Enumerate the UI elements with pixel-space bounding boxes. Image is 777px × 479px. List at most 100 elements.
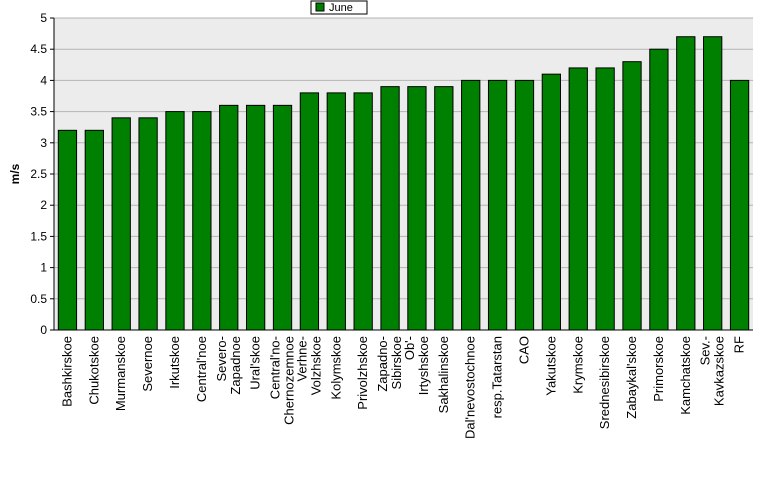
legend: June (310, 0, 368, 15)
svg-text:Chernozemnoe: Chernozemnoe (282, 336, 297, 425)
x-axis-labels: Bashkirskoe Chukotskoe Murmanskoe Severnoe I… (59, 336, 746, 439)
svg-text:Zapadno-: Zapadno- (375, 336, 390, 392)
x-tick-label: Dal'nevostochnoe (463, 336, 478, 439)
y-tick-label: 5 (40, 11, 47, 25)
svg-text:Sev.-: Sev.- (698, 336, 713, 365)
bar (649, 48, 669, 331)
bar (111, 117, 131, 331)
y-tick-label: 0.5 (30, 292, 47, 306)
y-tick-label: 4.5 (30, 42, 47, 56)
svg-text:Central'noe: Central'noe (194, 336, 209, 402)
y-tick-label: 1 (40, 261, 47, 275)
svg-text:Volzhskoe: Volzhskoe (308, 336, 323, 395)
svg-text:CAO: CAO (516, 336, 531, 364)
bar (622, 61, 642, 331)
y-axis-ticks: 0 0.5 1 1.5 2 2.5 3 3.5 4 4.5 5 (30, 11, 54, 337)
x-tick-label: Zabaykal'skoe (624, 336, 639, 419)
x-tick-label: Central'no- Chernozemnoe (268, 336, 297, 425)
svg-text:Verhne-: Verhne- (294, 336, 309, 382)
bar (138, 117, 158, 331)
bar (729, 79, 750, 331)
x-tick-label: Chukotskoe (86, 336, 101, 405)
y-tick-label: 2 (40, 198, 47, 212)
svg-text:Bashkirskoe: Bashkirskoe (59, 336, 74, 407)
x-tick-label: Severo- Zapadnoe (214, 336, 243, 395)
y-tick-label: 2.5 (30, 167, 47, 181)
svg-text:Irtyshskoe: Irtyshskoe (416, 336, 431, 395)
y-tick-label: 4 (40, 73, 47, 87)
svg-text:Irkutskoe: Irkutskoe (167, 336, 182, 389)
svg-text:Central'no-: Central'no- (268, 336, 283, 399)
bar (595, 67, 615, 331)
svg-text:Sibirskoe: Sibirskoe (389, 336, 404, 389)
svg-text:Severnoe: Severnoe (140, 336, 155, 392)
svg-text:Zapadnoe: Zapadnoe (228, 336, 243, 395)
x-tick-label: Bashkirskoe (59, 336, 74, 407)
x-tick-label: Zapadno- Sibirskoe (375, 336, 404, 392)
bar (703, 36, 723, 331)
svg-text:Zabaykal'skoe: Zabaykal'skoe (624, 336, 639, 419)
bar (380, 86, 400, 331)
bar (165, 111, 185, 331)
svg-text:Ob'-: Ob'- (402, 336, 417, 360)
bar (299, 92, 320, 331)
y-tick-label: 0 (40, 323, 47, 337)
x-tick-label: Sev.- Kavkazskoe (698, 336, 727, 406)
x-tick-label: Privolzhskoe (355, 336, 370, 410)
bars (57, 36, 750, 331)
svg-text:Dal'nevostochnoe: Dal'nevostochnoe (463, 336, 478, 439)
x-tick-label: Sakhalinskoe (436, 336, 451, 413)
legend-box (310, 0, 368, 15)
svg-text:Srednesibirskoe: Srednesibirskoe (597, 336, 612, 429)
x-tick-label: Krymskoe (570, 336, 585, 394)
y-tick-label: 1.5 (30, 229, 47, 243)
x-tick-label: CAO (516, 336, 531, 364)
svg-text:RF: RF (732, 336, 747, 353)
svg-text:Privolzhskoe: Privolzhskoe (355, 336, 370, 410)
y-axis-label: m/s (8, 163, 22, 184)
bar (676, 36, 696, 331)
bar (272, 104, 293, 331)
x-tick-label: RF (732, 336, 747, 353)
x-tick-label: Severnoe (140, 336, 155, 392)
bar (245, 104, 266, 331)
x-tick-label: Yakutskoe (543, 336, 558, 396)
y-tick-label: 3 (40, 136, 47, 150)
x-tick-label: Irkutskoe (167, 336, 182, 389)
bar (326, 92, 346, 331)
svg-text:Chukotskoe: Chukotskoe (86, 336, 101, 405)
bar (84, 129, 104, 331)
bar (487, 79, 508, 331)
svg-text:Sakhalinskoe: Sakhalinskoe (436, 336, 451, 413)
bar (434, 86, 454, 331)
x-tick-label: Kolymskoe (328, 336, 343, 400)
svg-text:Primorskoe: Primorskoe (651, 336, 666, 402)
x-tick-label: Srednesibirskoe (597, 336, 612, 429)
x-tick-label: Ob'- Irtyshskoe (402, 336, 431, 395)
x-tick-label: Central'noe (194, 336, 209, 402)
svg-text:Kavkazskoe: Kavkazskoe (712, 336, 727, 406)
svg-text:Kamchatskoe: Kamchatskoe (678, 336, 693, 415)
bar (57, 129, 78, 331)
svg-text:Yakutskoe: Yakutskoe (543, 336, 558, 396)
legend-swatch-june (315, 2, 325, 12)
bar (192, 111, 212, 331)
bar (219, 104, 239, 331)
bar (568, 67, 588, 331)
svg-text:resp.Tatarstan: resp.Tatarstan (490, 336, 505, 418)
svg-text:Kolymskoe: Kolymskoe (328, 336, 343, 400)
x-tick-label: Kamchatskoe (678, 336, 693, 415)
svg-text:Severo-: Severo- (214, 336, 229, 382)
x-tick-label: Verhne- Volzhskoe (294, 336, 323, 395)
bar (514, 79, 535, 331)
bar (461, 79, 481, 331)
svg-text:Ural'skoe: Ural'skoe (248, 336, 263, 390)
svg-text:Murmanskoe: Murmanskoe (113, 336, 128, 411)
bar (353, 92, 373, 331)
x-tick-label: Murmanskoe (113, 336, 128, 411)
x-tick-label: resp.Tatarstan (490, 336, 505, 418)
bar (541, 73, 561, 331)
y-tick-label: 3.5 (30, 105, 47, 119)
x-tick-label: Ural'skoe (248, 336, 263, 390)
